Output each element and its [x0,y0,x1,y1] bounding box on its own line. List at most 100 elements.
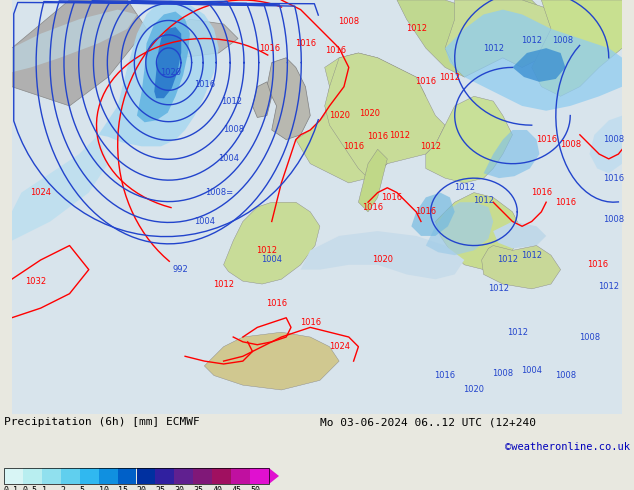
Text: 1012: 1012 [221,97,242,106]
Polygon shape [532,0,622,97]
Text: 45: 45 [231,486,241,490]
Polygon shape [154,27,181,98]
Polygon shape [482,245,560,289]
Text: 1012: 1012 [420,142,441,151]
Polygon shape [161,19,238,58]
Text: 1008: 1008 [223,125,244,134]
Bar [99,468,117,484]
Polygon shape [426,202,493,255]
Text: 1024: 1024 [328,342,349,351]
Text: 1024: 1024 [30,188,51,197]
Text: 35: 35 [193,486,204,490]
Text: 1020: 1020 [160,68,181,77]
Polygon shape [436,193,522,270]
Text: 1012: 1012 [389,131,410,140]
Text: 1016: 1016 [295,39,316,48]
Bar [61,468,80,484]
Text: 1008: 1008 [560,140,581,149]
Text: 10: 10 [99,486,108,490]
Polygon shape [426,97,512,183]
Bar [193,468,212,484]
Text: 1008: 1008 [579,333,600,342]
Text: Precipitation (6h) [mm] ECMWF: Precipitation (6h) [mm] ECMWF [4,417,200,427]
Bar [250,468,269,484]
Polygon shape [512,48,566,82]
Text: 50: 50 [250,486,260,490]
Text: 1008: 1008 [603,215,624,224]
Text: 1012: 1012 [598,282,619,292]
Text: 1016: 1016 [555,197,576,207]
Bar [4,468,269,484]
Text: 30: 30 [174,486,184,490]
Text: 1008: 1008 [492,369,514,378]
Polygon shape [358,149,387,212]
Text: 1004: 1004 [218,154,239,163]
Bar [231,468,250,484]
Bar [80,468,99,484]
Bar [212,468,231,484]
Text: ©weatheronline.co.uk: ©weatheronline.co.uk [505,442,630,452]
Text: 992: 992 [172,265,188,274]
Text: 1020: 1020 [328,111,349,120]
Text: 1012: 1012 [439,73,460,81]
Polygon shape [98,0,219,147]
Polygon shape [301,231,464,279]
Text: 1004: 1004 [261,255,282,265]
Text: 1004: 1004 [521,366,542,375]
Text: 1016: 1016 [603,173,624,183]
Bar [42,468,61,484]
Polygon shape [296,53,426,183]
Polygon shape [137,12,190,123]
Polygon shape [445,10,622,111]
Text: 5: 5 [80,486,85,490]
Text: 1020: 1020 [359,109,380,118]
Text: 1016: 1016 [415,207,436,217]
Text: 1016: 1016 [536,135,557,144]
Bar [136,468,155,484]
Text: 0.1: 0.1 [4,486,19,490]
Text: 1016: 1016 [434,371,456,380]
Text: 20: 20 [136,486,146,490]
Text: 2: 2 [61,486,66,490]
Bar [155,468,174,484]
Text: 1008: 1008 [552,36,573,45]
Polygon shape [484,130,540,178]
Text: 25: 25 [155,486,165,490]
Text: 1016: 1016 [382,193,403,202]
Text: 1016: 1016 [367,132,388,141]
Text: 1012: 1012 [497,255,518,265]
Polygon shape [269,468,279,484]
Bar [4,468,23,484]
Polygon shape [204,332,339,390]
Text: 1008: 1008 [338,17,359,25]
Text: 1012: 1012 [454,183,475,192]
Text: 1016: 1016 [586,260,608,270]
Text: 1016: 1016 [300,318,321,327]
Text: 1012: 1012 [256,246,278,255]
Text: 1012: 1012 [213,280,234,289]
Text: 1032: 1032 [25,277,46,286]
Polygon shape [224,202,320,284]
Polygon shape [493,221,546,248]
Text: 1012: 1012 [488,284,510,294]
Text: 1016: 1016 [259,44,280,52]
Text: 1020: 1020 [463,386,484,394]
Text: Mo 03-06-2024 06..12 UTC (12+240: Mo 03-06-2024 06..12 UTC (12+240 [320,417,536,427]
Text: 1012: 1012 [406,24,427,33]
Text: 1008: 1008 [555,371,576,380]
Polygon shape [12,10,137,72]
Text: 15: 15 [117,486,127,490]
Text: 1016: 1016 [415,77,436,86]
Text: 1016: 1016 [266,299,287,308]
Text: 1012: 1012 [473,196,494,205]
Polygon shape [590,116,622,173]
Text: 1012: 1012 [521,251,542,260]
Polygon shape [12,0,146,106]
Text: 0.5: 0.5 [23,486,38,490]
Polygon shape [445,0,560,77]
Polygon shape [252,82,272,118]
Bar [23,468,42,484]
Polygon shape [325,53,445,178]
Polygon shape [397,0,560,77]
Text: 1012: 1012 [507,328,527,337]
